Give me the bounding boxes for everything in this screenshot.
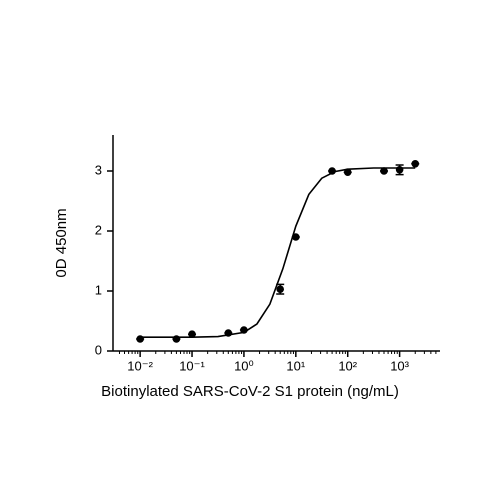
data-point bbox=[395, 166, 404, 174]
data-point bbox=[292, 233, 300, 241]
data-point bbox=[328, 167, 336, 175]
data-point bbox=[380, 167, 388, 175]
data-point bbox=[172, 335, 181, 343]
x-tick-label: 10⁻² bbox=[127, 358, 153, 373]
x-tick-label: 10⁻¹ bbox=[179, 358, 205, 373]
x-tick-label: 10⁰ bbox=[234, 358, 254, 373]
fit-curve bbox=[140, 167, 416, 338]
data-point bbox=[343, 168, 352, 176]
y-axis-title: 0D 450nm bbox=[53, 208, 70, 277]
data-point bbox=[188, 330, 196, 339]
y-tick-label: 2 bbox=[95, 222, 102, 237]
x-tick-label: 10¹ bbox=[286, 358, 305, 373]
y-tick-label: 3 bbox=[95, 162, 102, 177]
data-point bbox=[224, 329, 233, 337]
data-point bbox=[136, 335, 144, 343]
data-point bbox=[240, 326, 248, 334]
x-tick-label: 10² bbox=[338, 358, 357, 373]
data-point bbox=[276, 285, 285, 294]
x-axis-title: Biotinylated SARS-CoV-2 S1 protein (ng/m… bbox=[101, 383, 399, 400]
y-tick-label: 0 bbox=[95, 342, 102, 357]
y-tick-label: 1 bbox=[95, 282, 102, 297]
x-tick-label: 10³ bbox=[390, 358, 409, 373]
data-point bbox=[411, 160, 420, 168]
